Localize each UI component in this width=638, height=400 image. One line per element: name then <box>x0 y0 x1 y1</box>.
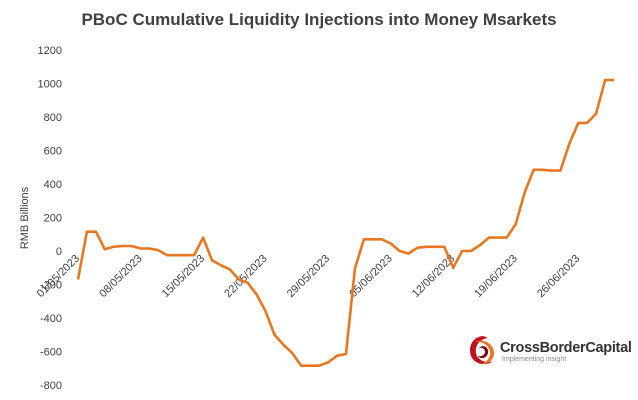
crossborder-capital-logo: CrossBorderCapital Implementing insight <box>466 331 632 371</box>
series-line <box>76 78 614 368</box>
y-tick-label: 400 <box>44 179 62 191</box>
y-tick-label: -800 <box>40 380 62 392</box>
x-tick-label: 19/06/2023 <box>472 253 519 300</box>
y-tick-label: -600 <box>40 347 62 359</box>
x-tick-label: 01/05/2023 <box>35 253 82 300</box>
logo-name: CrossBorderCapital <box>500 340 632 356</box>
x-tick-label: 29/05/2023 <box>285 253 332 300</box>
y-tick-label: 600 <box>44 146 62 158</box>
x-tick-label: 15/05/2023 <box>160 253 207 300</box>
y-axis-label: RMB Billions <box>19 186 31 249</box>
y-tick-label: 800 <box>44 112 62 124</box>
logo-swirl-icon <box>470 336 494 365</box>
y-axis-ticks: 1200 1000 800 600 400 200 0 -200 -400 -600 -800 <box>38 45 62 392</box>
x-tick-label: 22/05/2023 <box>222 253 269 300</box>
x-tick-label: 26/06/2023 <box>535 253 582 300</box>
y-tick-label: -200 <box>40 280 62 292</box>
y-tick-label: -400 <box>40 313 62 325</box>
y-tick-label: 200 <box>44 213 62 225</box>
series-layer <box>76 78 614 368</box>
y-tick-label: 1000 <box>38 79 62 91</box>
x-axis-ticks: 01/05/2023 08/05/2023 15/05/2023 22/05/2023… <box>35 253 583 300</box>
chart-title: PBoC Cumulative Liquidity Injections int… <box>81 10 557 29</box>
y-tick-label: 1200 <box>38 45 62 57</box>
logo-tagline: Implementing insight <box>502 356 567 363</box>
x-tick-label: 08/05/2023 <box>97 253 144 300</box>
y-tick-label: 0 <box>56 246 62 258</box>
